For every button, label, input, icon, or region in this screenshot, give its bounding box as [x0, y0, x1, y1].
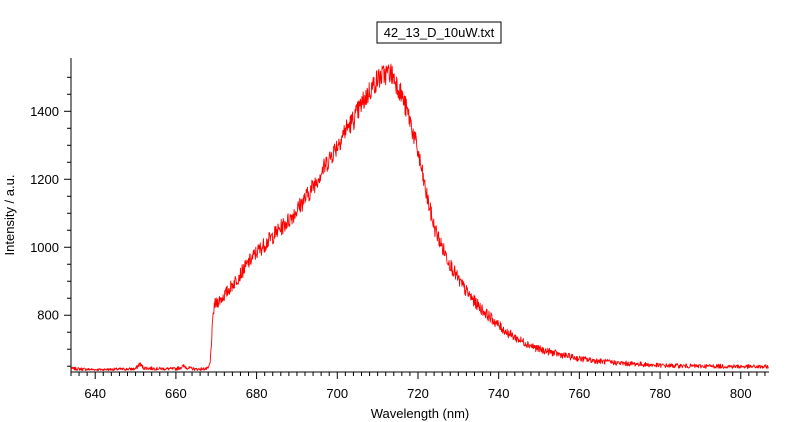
y-tick-label: 1400	[30, 104, 59, 119]
x-tick-label: 700	[326, 386, 348, 401]
plot-area	[70, 63, 769, 372]
spectrum-series-line	[70, 63, 769, 372]
x-axis-label: Wavelength (nm)	[371, 406, 470, 421]
legend-box	[376, 21, 502, 44]
x-tick-label: 780	[649, 386, 671, 401]
axes: 640 660 680 700 720 740 760 780 800 800 1000 1200 1…	[30, 58, 769, 401]
x-tick-label: 740	[488, 386, 510, 401]
y-tick-label: 800	[37, 308, 59, 323]
x-tick-label: 760	[569, 386, 591, 401]
legend-label: 42_13_D_10uW.txt	[384, 25, 495, 40]
x-ticks: 640 660 680 700 720 740 760 780 800	[70, 372, 766, 401]
y-tick-label: 1200	[30, 172, 59, 187]
y-axis-label: Intensity / a.u.	[2, 175, 17, 256]
x-tick-label: 680	[246, 386, 268, 401]
x-tick-label: 660	[165, 386, 187, 401]
y-tick-label: 1000	[30, 240, 59, 255]
x-tick-label: 720	[407, 386, 429, 401]
x-tick-label: 800	[730, 386, 752, 401]
legend: 42_13_D_10uW.txt	[376, 21, 502, 44]
y-ticks: 800 1000 1200 1400	[30, 76, 71, 367]
x-tick-label: 640	[84, 386, 106, 401]
